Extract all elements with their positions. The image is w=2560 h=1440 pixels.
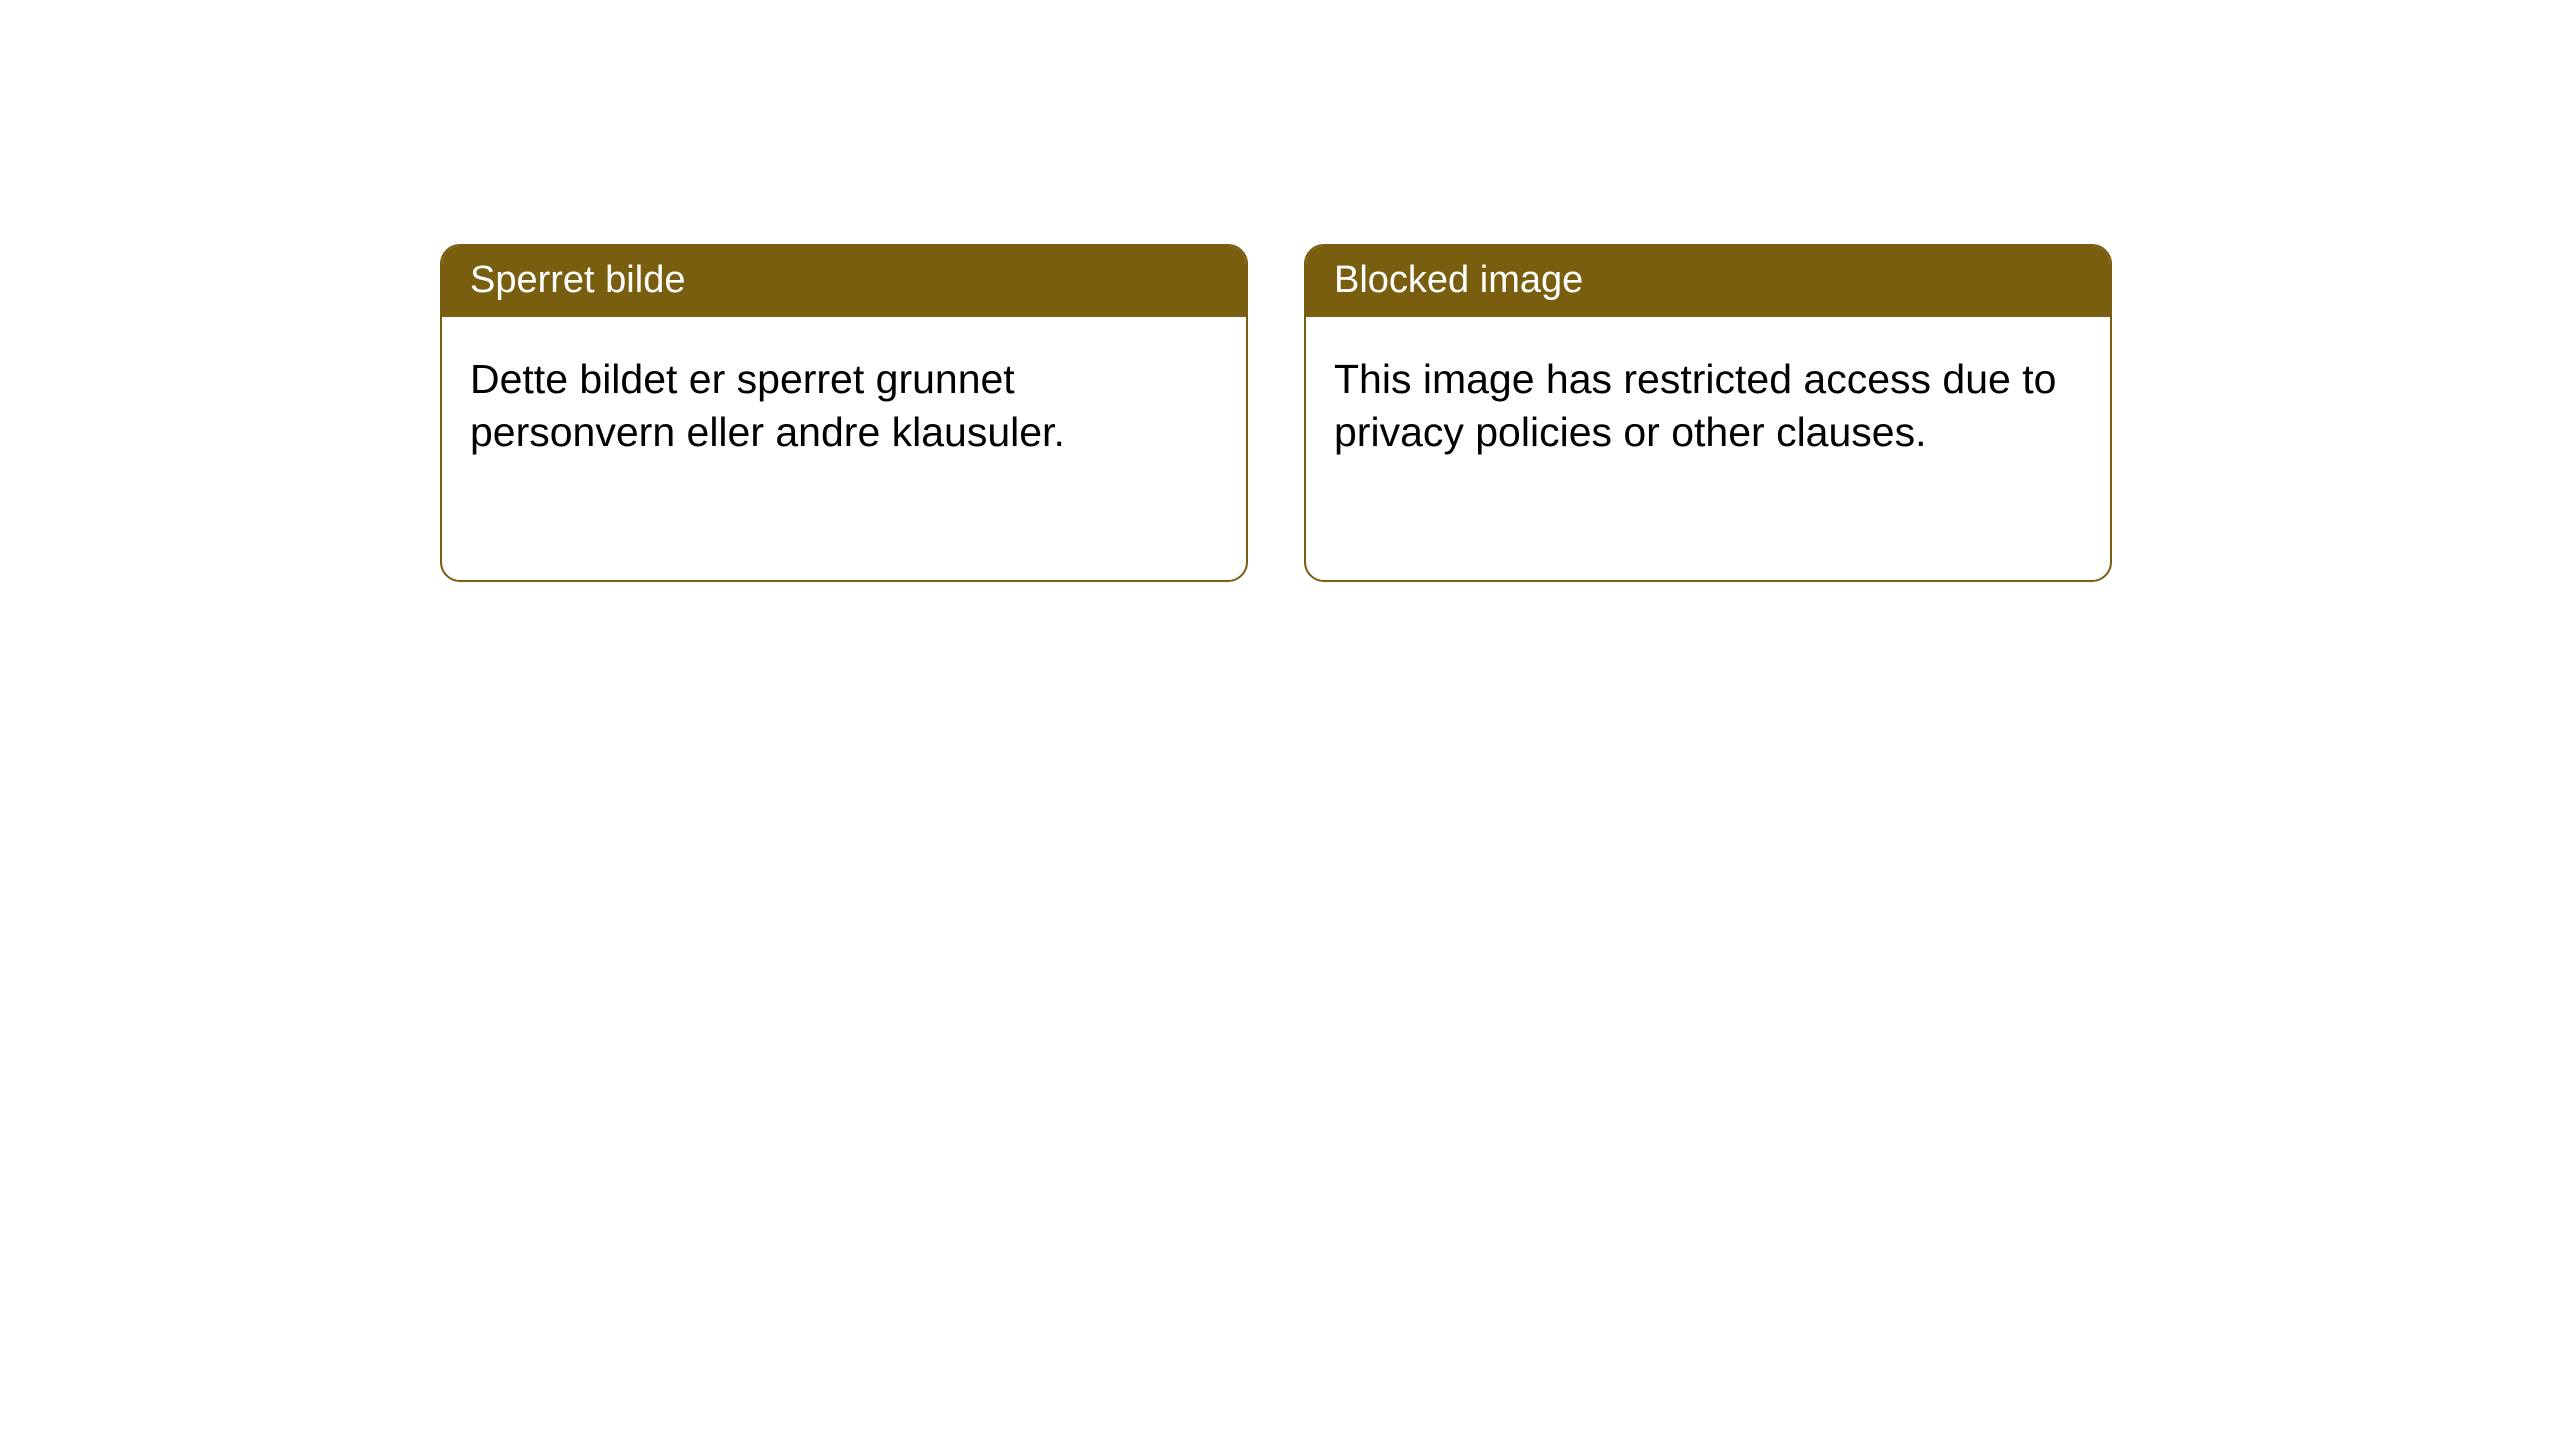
cards-container: Sperret bilde Dette bildet er sperret gr… bbox=[0, 0, 2560, 582]
card-body-no: Dette bildet er sperret grunnet personve… bbox=[442, 317, 1246, 486]
card-header-no: Sperret bilde bbox=[442, 246, 1246, 317]
blocked-image-card-en: Blocked image This image has restricted … bbox=[1304, 244, 2112, 582]
card-body-en: This image has restricted access due to … bbox=[1306, 317, 2110, 486]
card-header-en: Blocked image bbox=[1306, 246, 2110, 317]
blocked-image-card-no: Sperret bilde Dette bildet er sperret gr… bbox=[440, 244, 1248, 582]
